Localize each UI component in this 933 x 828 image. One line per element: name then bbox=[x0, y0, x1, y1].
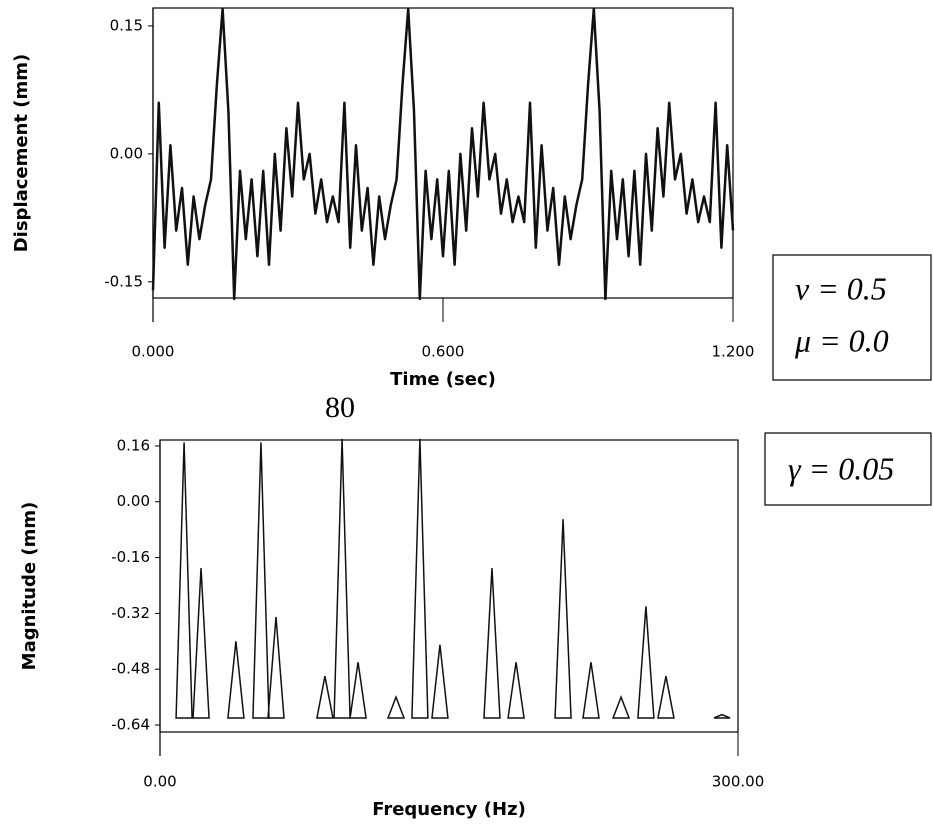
spike bbox=[386, 695, 406, 719]
y-tick-label: -0.48 bbox=[111, 660, 150, 678]
annotation: μ = 0.0 bbox=[794, 322, 889, 358]
x-tick-label: 0.00 bbox=[143, 773, 176, 791]
spike bbox=[267, 616, 285, 719]
annotation: ν = 0.5 bbox=[795, 270, 887, 306]
spike bbox=[333, 438, 351, 719]
spike bbox=[411, 438, 429, 719]
spike bbox=[554, 519, 572, 719]
data-line bbox=[151, 7, 735, 301]
legend-box bbox=[772, 254, 932, 381]
y-tick-label: -0.16 bbox=[111, 548, 150, 566]
x-tick-label: 1.200 bbox=[712, 343, 755, 361]
y-tick-label: 0.00 bbox=[110, 144, 143, 162]
spike bbox=[637, 606, 655, 719]
y-tick-label: -0.32 bbox=[111, 604, 150, 622]
spike bbox=[657, 676, 675, 719]
spike bbox=[252, 442, 270, 719]
spike bbox=[483, 567, 501, 719]
y-tick-label: 0.15 bbox=[110, 16, 143, 34]
y-tick-label: -0.64 bbox=[111, 716, 150, 734]
spike bbox=[431, 644, 449, 719]
spike bbox=[349, 662, 367, 719]
chart-title: 80 bbox=[325, 391, 355, 424]
x-tick-label: 0.600 bbox=[422, 343, 465, 361]
y-tick-label: -0.15 bbox=[104, 272, 143, 290]
x-axis-title: Frequency (Hz) bbox=[372, 799, 526, 820]
spike bbox=[227, 641, 245, 719]
x-axis-title: Time (sec) bbox=[390, 369, 496, 390]
y-axis-title: Magnitude (mm) bbox=[19, 502, 40, 671]
x-tick-label: 300.00 bbox=[712, 773, 765, 791]
y-tick-label: 0.16 bbox=[117, 436, 150, 454]
annotation: γ = 0.05 bbox=[788, 450, 894, 486]
spike bbox=[175, 442, 193, 719]
spike bbox=[316, 676, 334, 719]
x-tick-label: 0.000 bbox=[132, 343, 175, 361]
legend-box bbox=[764, 432, 932, 506]
spike bbox=[507, 662, 525, 719]
spike bbox=[192, 567, 210, 719]
spike bbox=[611, 695, 631, 719]
spike bbox=[713, 713, 731, 719]
spike bbox=[582, 662, 600, 719]
y-axis-title: Displacement (mm) bbox=[11, 54, 32, 253]
y-tick-label: 0.00 bbox=[117, 492, 150, 510]
